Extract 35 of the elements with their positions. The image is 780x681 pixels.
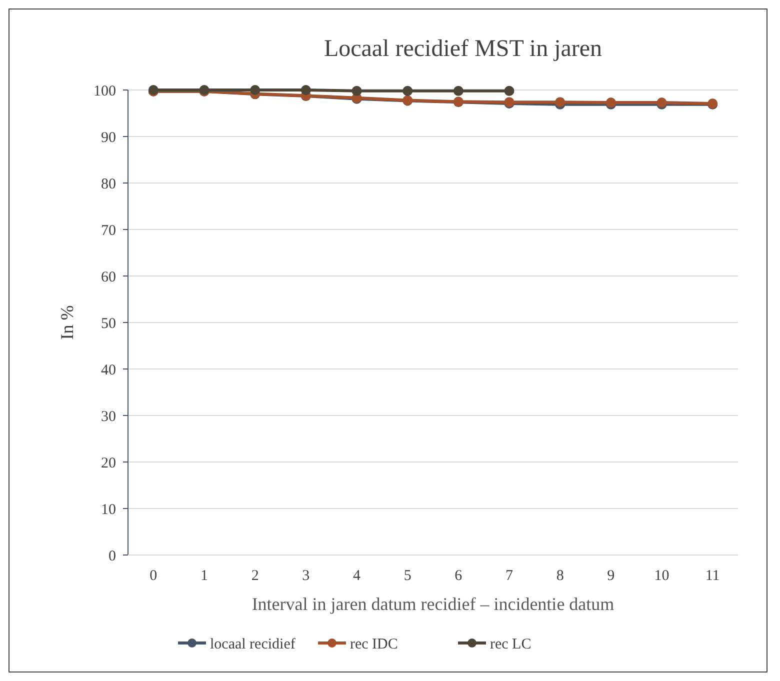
x-tick-label: 6 <box>454 568 463 584</box>
y-axis-title: In % <box>57 305 77 340</box>
legend-label: rec LC <box>490 636 532 652</box>
legend-label: rec IDC <box>350 636 398 652</box>
y-tick-label: 10 <box>101 502 116 518</box>
x-tick-label: 0 <box>150 568 158 584</box>
x-tick-label: 4 <box>353 568 361 584</box>
point <box>250 85 260 95</box>
y-tick-label: 60 <box>101 269 116 286</box>
x-tick-label: 7 <box>506 568 514 584</box>
x-tick-label: 3 <box>302 568 310 584</box>
point <box>300 85 311 95</box>
y-tick-label: 50 <box>101 316 116 332</box>
y-tick-label: 30 <box>101 408 116 425</box>
y-tick-label: 20 <box>101 455 116 472</box>
y-tick-label: 100 <box>94 83 116 100</box>
point <box>352 86 362 96</box>
y-tick-label: 40 <box>101 362 116 378</box>
x-tick-label: 2 <box>251 568 259 584</box>
y-tick-label: 90 <box>101 130 116 146</box>
x-axis-title: Interval in jaren datum recidief – incidentie datum <box>252 594 614 614</box>
x-tick-label: 9 <box>607 568 615 584</box>
x-tick-label: 1 <box>200 568 208 584</box>
y-tick-label: 80 <box>101 176 116 192</box>
point <box>453 86 464 96</box>
x-tick-label: 10 <box>654 568 670 584</box>
y-tick-label: 0 <box>108 548 116 564</box>
x-tick-label: 11 <box>705 568 720 584</box>
point <box>402 86 413 96</box>
chart-title: Locaal recidief MST in jaren <box>324 36 602 62</box>
x-tick-label: 8 <box>556 568 564 584</box>
point <box>504 86 514 96</box>
x-tick-label: 5 <box>404 568 412 584</box>
y-tick-label: 70 <box>101 222 116 239</box>
legend-label: locaal recidief <box>210 636 296 652</box>
